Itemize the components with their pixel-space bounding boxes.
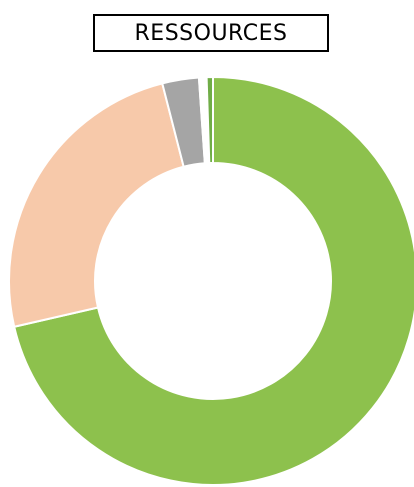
donut-slice-1	[12, 75, 414, 486]
donut-slice-2	[8, 82, 185, 328]
donut-slice-5	[205, 75, 214, 165]
donut-slices	[8, 75, 414, 486]
chart-title-box: RESSOURCES	[93, 14, 329, 52]
chart-title: RESSOURCES	[134, 20, 288, 46]
